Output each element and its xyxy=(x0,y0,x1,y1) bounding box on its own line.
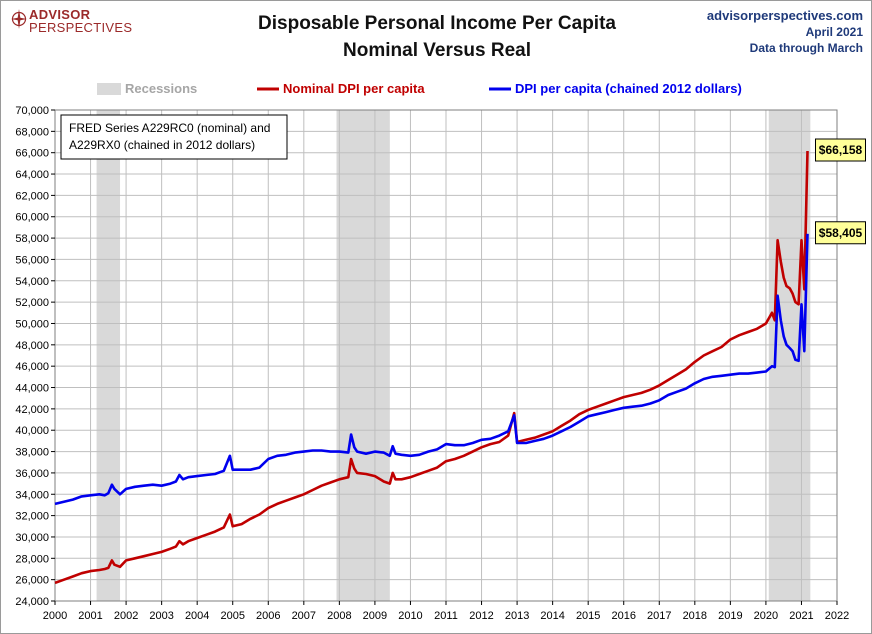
real-dpi-line xyxy=(54,233,809,506)
logo-text-perspectives: PERSPECTIVES xyxy=(29,20,133,35)
x-tick-label: 2018 xyxy=(683,610,707,622)
x-tick-label: 2007 xyxy=(292,610,316,622)
y-tick-label: 68,000 xyxy=(15,126,49,138)
y-tick-label: 40,000 xyxy=(15,425,49,437)
legend-nominal-label: Nominal DPI per capita xyxy=(283,81,425,96)
source-data-through: Data through March xyxy=(749,41,863,55)
source-date: April 2021 xyxy=(805,25,863,39)
annotation-line2: A229RX0 (chained in 2012 dollars) xyxy=(69,138,255,152)
x-tick-label: 2006 xyxy=(256,610,280,622)
x-tick-label: 2015 xyxy=(576,610,600,622)
legend-recessions-swatch xyxy=(97,83,121,95)
y-tick-label: 32,000 xyxy=(15,511,49,523)
y-tick-label: 28,000 xyxy=(15,553,49,565)
x-tick-label: 2020 xyxy=(754,610,778,622)
x-tick-label: 2019 xyxy=(718,610,742,622)
callout-real-value: $58,405 xyxy=(819,226,863,240)
y-tick-label: 70,000 xyxy=(15,105,49,117)
series-lines xyxy=(54,150,809,585)
x-tick-label: 2004 xyxy=(185,610,209,622)
gridlines xyxy=(54,109,838,602)
y-tick-label: 52,000 xyxy=(15,297,49,309)
y-tick-label: 46,000 xyxy=(15,361,49,373)
x-tick-label: 2001 xyxy=(78,610,102,622)
x-tick-label: 2017 xyxy=(647,610,671,622)
y-tick-label: 54,000 xyxy=(15,276,49,288)
y-tick-label: 58,000 xyxy=(15,233,49,245)
x-tick-label: 2011 xyxy=(434,610,458,622)
legend-real-label: DPI per capita (chained 2012 dollars) xyxy=(515,81,742,96)
y-tick-label: 60,000 xyxy=(15,212,49,224)
x-tick-label: 2022 xyxy=(825,610,849,622)
y-tick-label: 24,000 xyxy=(15,596,49,608)
x-axis-ticks: 2000 2001 2002 2003 2004 2005 2006 2007 2008 2009… xyxy=(43,601,849,622)
x-tick-label: 2016 xyxy=(611,610,635,622)
y-tick-label: 66,000 xyxy=(15,148,49,160)
x-tick-label: 2021 xyxy=(789,610,813,622)
logo-text-advisor: ADVISOR xyxy=(29,7,91,22)
y-tick-label: 64,000 xyxy=(15,169,49,181)
x-tick-label: 2008 xyxy=(327,610,351,622)
advisor-perspectives-logo: ADVISOR PERSPECTIVES xyxy=(11,7,132,36)
x-tick-label: 2005 xyxy=(220,610,244,622)
annotation-box: FRED Series A229RC0 (nominal) and A229RX… xyxy=(60,114,288,160)
callout-nominal-value: $66,158 xyxy=(819,143,863,157)
compass-icon xyxy=(11,9,27,29)
legend-recessions-label: Recessions xyxy=(125,81,197,96)
y-tick-label: 48,000 xyxy=(15,340,49,352)
y-tick-label: 34,000 xyxy=(15,489,49,501)
x-tick-label: 2003 xyxy=(149,610,173,622)
x-tick-label: 2014 xyxy=(540,610,564,622)
callout-box xyxy=(814,138,866,162)
legend: Recessions Nominal DPI per capita DPI pe… xyxy=(97,81,742,96)
chart-title-line2: Nominal Versus Real xyxy=(343,40,531,61)
x-tick-label: 2010 xyxy=(398,610,422,622)
y-tick-label: 30,000 xyxy=(15,532,49,544)
source-site: advisorperspectives.com xyxy=(706,8,863,23)
y-tick-label: 56,000 xyxy=(15,254,49,266)
x-tick-label: 2009 xyxy=(363,610,387,622)
recession-band-2 xyxy=(336,110,390,601)
y-tick-label: 38,000 xyxy=(15,447,49,459)
chart-title-line1: Disposable Personal Income Per Capita xyxy=(258,13,616,34)
y-tick-label: 26,000 xyxy=(15,575,49,587)
y-tick-label: 50,000 xyxy=(15,318,49,330)
annotation-line1: FRED Series A229RC0 (nominal) and xyxy=(69,121,270,135)
callout-box xyxy=(814,221,866,245)
y-tick-label: 62,000 xyxy=(15,190,49,202)
x-tick-label: 2013 xyxy=(505,610,529,622)
value-callouts: $66,158 $58,405 xyxy=(814,138,866,245)
nominal-dpi-line xyxy=(54,150,809,585)
x-tick-label: 2002 xyxy=(114,610,138,622)
x-tick-label: 2012 xyxy=(469,610,493,622)
y-axis-ticks: 24,000 26,000 28,000 30,000 32,000 34,000 36,0… xyxy=(15,105,55,608)
x-tick-label: 2000 xyxy=(43,610,67,622)
y-tick-label: 36,000 xyxy=(15,468,49,480)
y-tick-label: 42,000 xyxy=(15,404,49,416)
y-tick-label: 44,000 xyxy=(15,383,49,395)
recession-band-1 xyxy=(96,110,121,601)
